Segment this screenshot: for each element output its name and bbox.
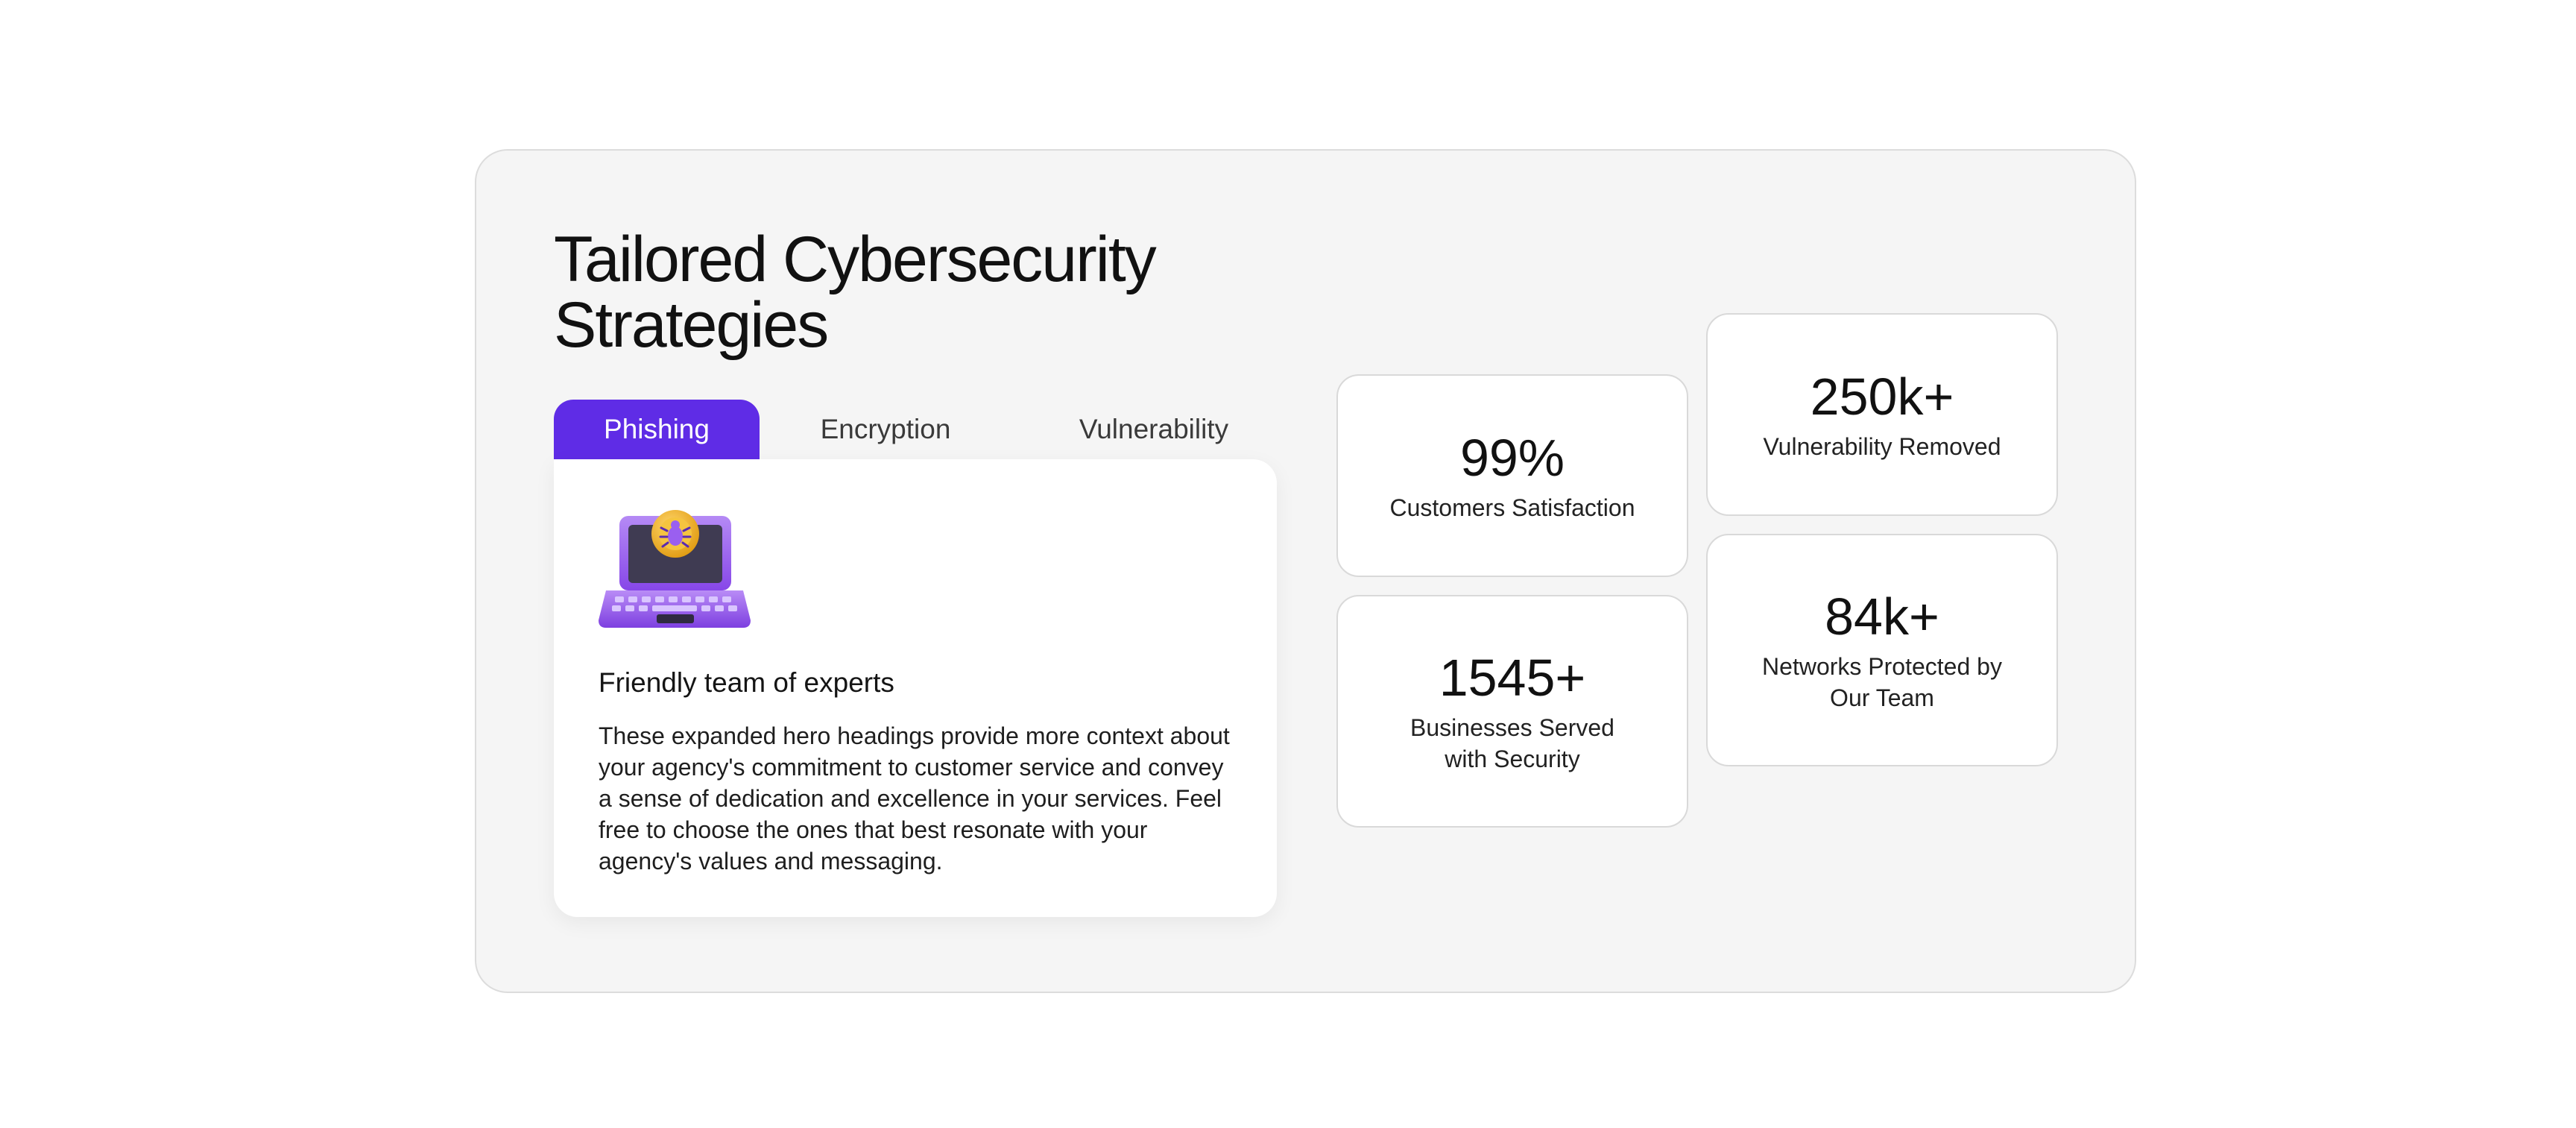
tab-encryption[interactable]: Encryption: [820, 414, 951, 444]
tab-phishing[interactable]: Phishing: [554, 400, 760, 459]
laptop-bug-icon: [599, 510, 751, 628]
section-title: Tailored Cybersecurity Strategies: [554, 224, 1157, 361]
card-description: These expanded hero headings provide mor…: [599, 722, 1230, 875]
stat-label: Customers Satisfaction: [1389, 494, 1635, 521]
stat-label: Businesses Served with Security: [1410, 714, 1614, 772]
stat-value: 99%: [1459, 429, 1565, 487]
stat-value: 250k+: [1810, 368, 1954, 426]
tab-content-card: Friendly team of experts These expanded …: [554, 459, 1277, 917]
stat-card-networks: 84k+ Networks Protected by Our Team: [1706, 534, 2058, 766]
stat-value: 84k+: [1825, 587, 1939, 646]
strategies-panel: Tailored Cybersecurity Strategies Phishi…: [475, 149, 2136, 993]
stat-card-vulnerability: 250k+ Vulnerability Removed: [1706, 313, 2058, 516]
card-heading: Friendly team of experts: [599, 667, 894, 698]
strategy-tabs: Phishing Encryption Vulnerability: [554, 400, 1277, 459]
stat-label: Networks Protected by Our Team: [1762, 653, 2002, 711]
tab-vulnerability[interactable]: Vulnerability: [1079, 414, 1229, 444]
stat-card-satisfaction: 99% Customers Satisfaction: [1336, 374, 1688, 577]
stat-label: Vulnerability Removed: [1763, 433, 2001, 460]
stat-value: 1545+: [1439, 649, 1586, 707]
stat-card-businesses: 1545+ Businesses Served with Security: [1336, 595, 1688, 828]
